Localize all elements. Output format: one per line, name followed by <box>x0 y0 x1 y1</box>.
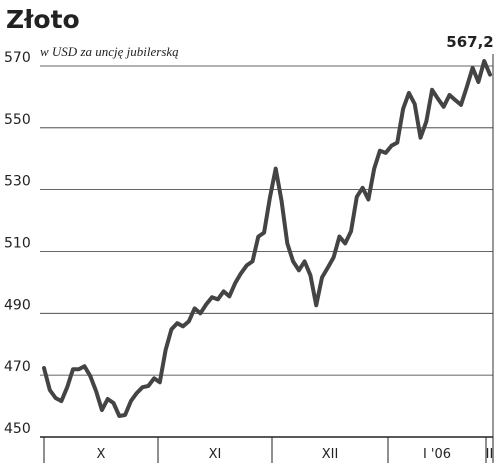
y-tick-label: 450 <box>4 421 31 437</box>
chart-title: Złoto <box>6 5 80 34</box>
chart-subtitle: w USD za uncję jubilerską <box>40 44 179 59</box>
x-tick-label: II <box>486 447 494 462</box>
x-tick-label: XII <box>322 447 339 462</box>
value-label: 567,2 <box>446 33 493 51</box>
y-tick-label: 570 <box>4 50 31 66</box>
x-tick-label: I '06 <box>423 447 451 462</box>
y-tick-label: 510 <box>4 235 31 251</box>
y-tick-label: 490 <box>4 297 31 313</box>
y-tick-label: 550 <box>4 112 31 128</box>
price-line <box>42 59 492 418</box>
x-tick-label: XI <box>209 447 222 462</box>
y-tick-label: 470 <box>4 359 31 375</box>
x-tick-label: X <box>97 447 106 462</box>
y-tick-label: 530 <box>4 174 31 190</box>
